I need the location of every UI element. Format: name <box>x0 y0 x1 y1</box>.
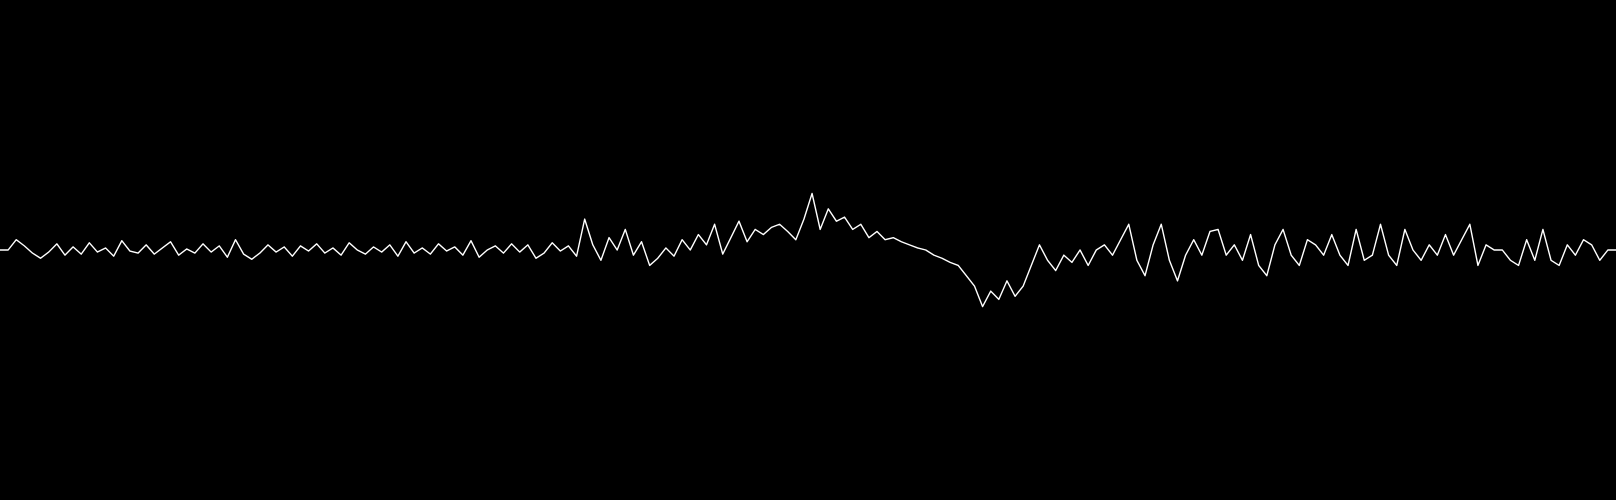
waveform-line <box>0 192 1616 308</box>
